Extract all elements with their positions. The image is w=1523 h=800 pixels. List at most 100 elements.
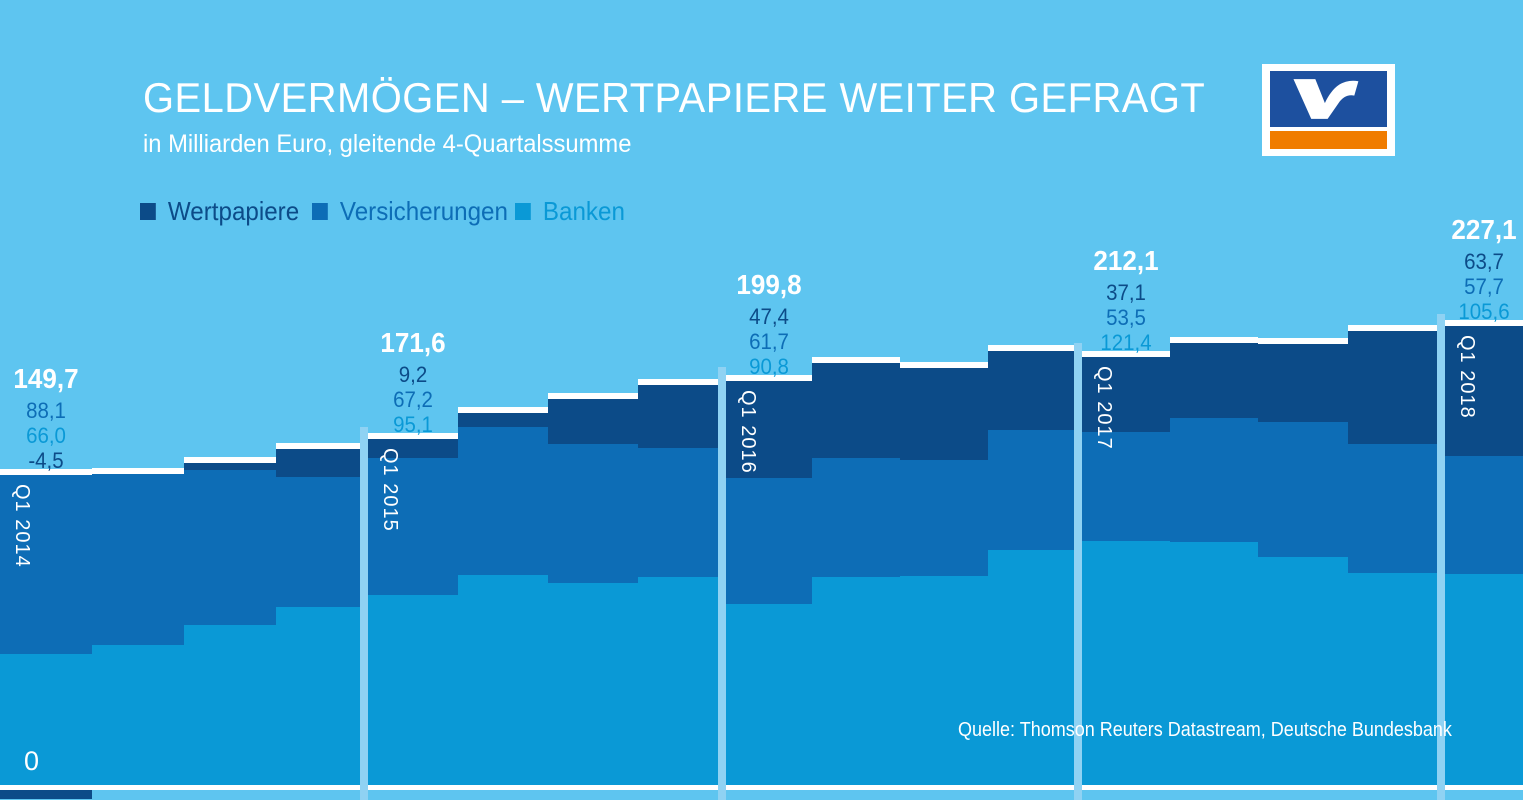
bar-top-cap-Q1-2016 — [726, 375, 812, 382]
segment-banken-Q4-2017 — [1348, 573, 1437, 789]
segment-versicherungen-Q1-2014 — [0, 474, 92, 655]
segment-banken-Q2-2016 — [812, 576, 900, 789]
segment-wertpapiere-Q3-2015 — [548, 398, 638, 444]
legend-swatch-icon — [140, 202, 156, 220]
category-label-Q1-2015: Q1 2015 — [379, 448, 401, 532]
value-label-group-Q1-2016: 199,8 47,4 61,7 90,8 — [690, 269, 848, 379]
category-label-Q1-2014: Q1 2014 — [11, 483, 33, 568]
bar-top-cap-Q4-2016 — [988, 345, 1074, 351]
legend-item-versicherungen: Versicherungen — [312, 196, 508, 226]
segment-versicherungen-Q1-2015 — [368, 457, 458, 595]
source-note: Quelle: Thomson Reuters Datastream, Deut… — [958, 719, 1452, 741]
segment-banken-Q4-2014 — [276, 607, 360, 789]
series-value-label-banken: 105,6 — [1458, 298, 1510, 324]
total-value-label: 227,1 — [1451, 213, 1517, 245]
vr-logo-blue-box — [1270, 71, 1387, 127]
bar-top-cap-Q2-2014 — [92, 468, 184, 475]
segment-wertpapiere-Q4-2015 — [638, 385, 718, 449]
segment-wertpapiere-Q3-2016 — [900, 367, 988, 460]
segment-wertpapiere-Q2-2016 — [812, 363, 900, 459]
segment-banken-Q1-2016 — [726, 603, 812, 789]
series-value-label-versicherungen: 88,1 — [26, 397, 66, 423]
value-label-group-Q1-2014: 149,7 88,1 66,0 -4,5 — [0, 363, 125, 473]
segment-wertpapiere-Q1-2017 — [1082, 356, 1170, 433]
value-label-group-Q1-2018: 227,1 63,7 57,7 105,6 — [1405, 214, 1523, 324]
segment-versicherungen-Q4-2017 — [1348, 444, 1437, 574]
segment-wertpapiere-Q4-2017 — [1348, 331, 1437, 445]
bar-top-cap-Q1-2014 — [0, 468, 92, 475]
segment-versicherungen-Q2-2017 — [1170, 417, 1258, 542]
bar-top-cap-Q2-2016 — [812, 357, 900, 364]
legend-swatch-icon — [312, 202, 328, 220]
vr-v-icon — [1292, 79, 1358, 119]
bar-top-cap-Q4-2014 — [276, 442, 360, 449]
segment-versicherungen-Q3-2016 — [900, 459, 988, 576]
year-separator-3 — [1074, 343, 1082, 800]
series-value-label-banken: 66,0 — [26, 422, 66, 448]
segment-versicherungen-Q4-2016 — [988, 429, 1074, 550]
segment-banken-Q2-2014 — [92, 645, 184, 789]
bar-top-cap-Q2-2017 — [1170, 337, 1258, 344]
category-label-Q1-2016: Q1 2016 — [737, 390, 759, 474]
series-value-label-wertpapiere: 9,2 — [398, 362, 428, 388]
total-value-label: 171,6 — [380, 327, 446, 359]
legend-swatch-icon — [515, 202, 531, 220]
series-value-label-versicherungen: 53,5 — [1106, 304, 1146, 330]
segment-versicherungen-Q4-2015 — [638, 448, 718, 577]
segment-banken-Q1-2018 — [1445, 573, 1523, 789]
bar-top-cap-Q4-2015 — [638, 379, 718, 386]
segment-wertpapiere-Q3-2014 — [184, 463, 276, 471]
series-value-label-versicherungen: 67,2 — [393, 387, 433, 413]
segment-versicherungen-Q3-2017 — [1258, 422, 1348, 557]
legend-label: Wertpapiere — [167, 196, 300, 226]
segment-wertpapiere-Q1-2015 — [368, 439, 458, 458]
segment-banken-Q3-2017 — [1258, 556, 1348, 789]
segment-banken-Q1-2017 — [1082, 541, 1170, 789]
segment-banken-Q3-2016 — [900, 576, 988, 789]
segment-banken-Q2-2017 — [1170, 541, 1258, 789]
series-value-label-banken: 95,1 — [393, 412, 433, 438]
segment-versicherungen-Q2-2015 — [458, 427, 548, 575]
page-subtitle: in Milliarden Euro, gleitende 4-Quartals… — [143, 130, 632, 158]
value-label-group-Q1-2015: 171,6 9,2 67,2 95,1 — [334, 327, 492, 437]
segment-versicherungen-Q4-2014 — [276, 477, 360, 608]
total-value-label: 149,7 — [13, 362, 79, 394]
segment-negative-wertpapiere-Q1-2014 — [0, 790, 92, 800]
bar-top-cap-Q1-2017 — [1082, 350, 1170, 357]
segment-banken-Q4-2016 — [988, 549, 1074, 789]
bar-top-cap-Q3-2017 — [1258, 338, 1348, 345]
segment-versicherungen-Q1-2016 — [726, 477, 812, 604]
segment-wertpapiere-Q4-2014 — [276, 448, 360, 478]
series-value-label-versicherungen: 61,7 — [749, 329, 789, 355]
legend-label: Banken — [542, 196, 625, 226]
segment-versicherungen-Q1-2017 — [1082, 432, 1170, 542]
zero-axis-line — [0, 785, 1523, 790]
value-label-group-Q1-2017: 212,1 37,1 53,5 121,4 — [1047, 245, 1205, 355]
vr-bank-logo — [1262, 64, 1395, 156]
bar-top-cap-Q3-2015 — [548, 392, 638, 399]
segment-banken-Q3-2014 — [184, 624, 276, 789]
year-separator-1 — [360, 427, 368, 800]
segment-wertpapiere-Q1-2016 — [726, 381, 812, 478]
category-label-Q1-2018: Q1 2018 — [1456, 334, 1478, 419]
legend-label: Versicherungen — [339, 196, 508, 226]
series-value-label-banken: 121,4 — [1100, 329, 1152, 355]
bar-top-cap-Q1-2018 — [1445, 319, 1523, 326]
series-value-label-wertpapiere: 37,1 — [1106, 279, 1146, 305]
series-value-label-wertpapiere: 63,7 — [1464, 248, 1504, 274]
segment-banken-Q3-2015 — [548, 583, 638, 789]
vr-logo-orange-bar — [1270, 131, 1387, 149]
segment-versicherungen-Q3-2015 — [548, 443, 638, 584]
bar-top-cap-Q2-2015 — [458, 407, 548, 414]
segment-banken-Q2-2015 — [458, 575, 548, 789]
segment-versicherungen-Q2-2016 — [812, 458, 900, 577]
bar-top-cap-Q4-2017 — [1348, 325, 1437, 332]
total-value-label: 199,8 — [736, 269, 802, 301]
series-value-label-wertpapiere: 47,4 — [749, 304, 789, 330]
segment-banken-Q1-2015 — [368, 594, 458, 789]
legend-item-wertpapiere: Wertpapiere — [140, 196, 300, 226]
segment-banken-Q1-2014 — [0, 654, 92, 789]
segment-wertpapiere-Q2-2015 — [458, 413, 548, 428]
bar-top-cap-Q3-2016 — [900, 361, 988, 368]
